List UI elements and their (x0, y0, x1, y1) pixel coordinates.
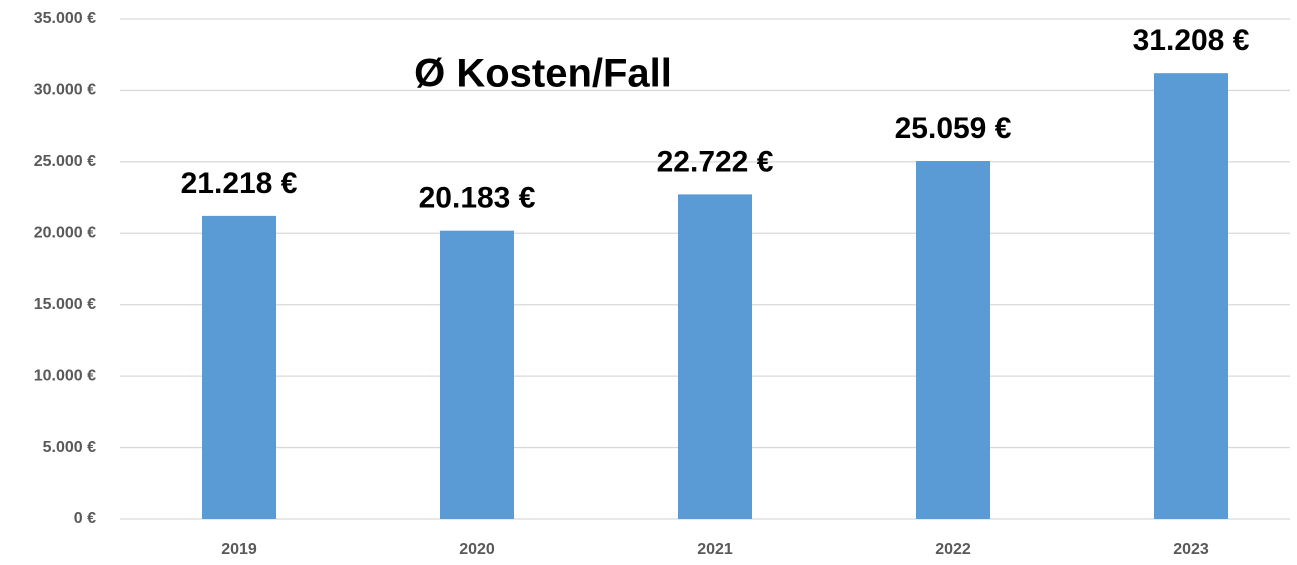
y-tick-label: 20.000 € (34, 225, 96, 242)
value-label: 22.722 € (657, 145, 774, 178)
x-tick-label: 2020 (459, 541, 495, 558)
y-tick-label: 35.000 € (34, 10, 96, 27)
x-tick-label: 2019 (221, 541, 257, 558)
value-label: 25.059 € (895, 112, 1012, 145)
bar (1154, 73, 1228, 520)
chart-title: Ø Kosten/Fall (414, 52, 672, 96)
x-tick-label: 2022 (935, 541, 971, 558)
x-tick-label: 2023 (1173, 541, 1209, 558)
y-tick-label: 5.000 € (43, 439, 96, 456)
y-tick-label: 10.000 € (34, 367, 96, 384)
y-tick-label: 15.000 € (34, 296, 96, 313)
value-label: 20.183 € (419, 182, 536, 215)
y-tick-label: 25.000 € (34, 153, 96, 170)
bar (678, 194, 752, 519)
bar (916, 161, 990, 519)
value-label: 31.208 € (1133, 24, 1250, 57)
y-tick-label: 30.000 € (34, 82, 96, 99)
x-tick-label: 2021 (697, 541, 733, 558)
y-tick-label: 0 € (74, 510, 96, 527)
bar (440, 230, 514, 519)
bar (202, 215, 276, 519)
value-label: 21.218 € (181, 167, 298, 200)
